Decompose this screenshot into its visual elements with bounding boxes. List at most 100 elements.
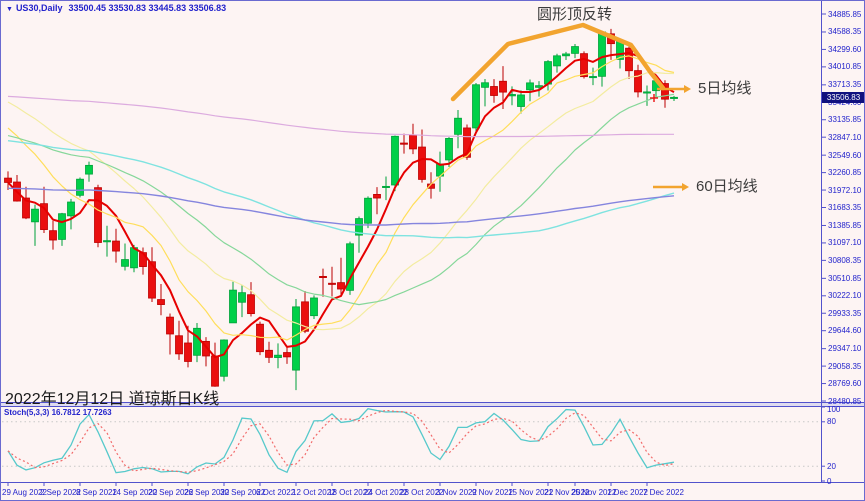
price-scale-label: 29347.10 (828, 344, 862, 354)
candle-body (328, 282, 336, 285)
candle-body (103, 240, 111, 243)
time-scale-label: 15 Nov 2022 (508, 488, 554, 497)
candle-body (526, 82, 534, 91)
time-scale-label: 8 Sep 2022 (76, 488, 117, 497)
price-scale-label: 30222.10 (828, 291, 862, 301)
candle-body (40, 203, 48, 230)
candle-body (562, 53, 570, 57)
price-scale-label: 31972.10 (828, 185, 862, 195)
candle-body (499, 80, 507, 93)
candle-body (274, 354, 282, 358)
time-scale-label: 7 Dec 2022 (643, 488, 684, 497)
ma-line-ma30 (7, 93, 675, 306)
annotation-rounded-top-line-label[interactable]: 圆形顶反转 (537, 6, 613, 23)
candle-body (580, 53, 588, 78)
time-scale-label: 26 Sep 2022 (184, 488, 230, 497)
stochastic-layer (2, 407, 820, 475)
candle-body (184, 342, 192, 362)
time-scale-label: 24 Oct 2022 (364, 488, 408, 497)
ma-line-ma100 (7, 187, 675, 226)
stoch-scale-label: 100 (827, 405, 841, 414)
candle-body (364, 197, 372, 224)
price-scale-label: 31097.10 (828, 238, 862, 248)
candle-body (292, 306, 300, 371)
time-scale-label: 6 Oct 2022 (256, 488, 296, 497)
symbol-dropdown-icon[interactable]: ▼ (6, 6, 13, 13)
candle-body (94, 187, 102, 243)
candle-body (589, 76, 597, 79)
candle-body (319, 276, 327, 279)
price-scale-label: 32260.85 (828, 168, 862, 178)
candle-body (517, 94, 525, 107)
candle-body (202, 340, 210, 357)
annotation-ma60-arrow-head[interactable] (682, 183, 689, 191)
ma-line-ma10 (7, 55, 675, 341)
time-scale-label: 1 Dec 2022 (607, 488, 648, 497)
time-scale-label: 30 Sep 2022 (220, 488, 266, 497)
candle-body (391, 135, 399, 186)
candle-body (454, 117, 462, 135)
candle-body (148, 261, 156, 299)
candle-body (229, 289, 237, 324)
candle-body (598, 31, 606, 77)
candle-body (553, 55, 561, 67)
candle-body (301, 301, 309, 332)
time-scale-label: 18 Oct 2022 (328, 488, 372, 497)
candle-body (67, 201, 75, 217)
price-axis[interactable] (821, 1, 864, 482)
symbol-timeframe: US30,Daily (15, 3, 63, 13)
candle-body (634, 70, 642, 93)
candle-body (409, 134, 417, 150)
time-scale-label: 28 Oct 2022 (400, 488, 444, 497)
time-scale-label: 12 Oct 2022 (292, 488, 336, 497)
candle-body (571, 46, 579, 54)
candle-body (193, 327, 201, 356)
candle-body (445, 137, 453, 161)
annotation-ma60-arrow-label[interactable]: 60日均线 (696, 178, 758, 195)
candle-body (211, 355, 219, 387)
time-axis[interactable] (1, 483, 864, 500)
price-scale-label: 28480.85 (828, 396, 862, 406)
candle-body (418, 146, 426, 180)
stochastic-label: Stoch(5,3,3) 16.7812 17.7263 (4, 408, 112, 417)
candle-body (382, 185, 390, 188)
price-scale-label: 32549.60 (828, 150, 862, 160)
stoch-scale-label: 0 (827, 476, 832, 486)
candle-body (463, 127, 471, 158)
time-scale-label: 25 Nov 2022 (571, 488, 617, 497)
price-scale-label: 33713.35 (828, 80, 862, 90)
time-scale-label: 2 Sep 2022 (40, 488, 81, 497)
price-scale-label: 34010.85 (828, 62, 862, 72)
time-scale-label: 21 Nov 2022 (544, 488, 590, 497)
candle-body (535, 85, 543, 88)
annotation-rounded-top-line[interactable] (450, 22, 666, 102)
price-scale-label: 31385.85 (828, 220, 862, 230)
annotation-ma5-arrow-label[interactable]: 5日均线 (698, 80, 752, 97)
candle-body (355, 218, 363, 236)
price-scale-label: 32847.10 (828, 132, 862, 142)
candle-body (481, 82, 489, 88)
annotations-layer[interactable] (450, 22, 691, 191)
price-scale-label: 29644.60 (828, 326, 862, 336)
candles-layer (4, 28, 678, 391)
candle-body (85, 164, 93, 175)
chart-title: ▼ US30,Daily 33500.45 33530.83 33445.83 33… (6, 3, 226, 13)
ma-line-ma20 (7, 71, 675, 331)
annotation-ma5-arrow-head[interactable] (684, 85, 691, 93)
candle-body (337, 282, 345, 290)
candle-body (4, 177, 12, 183)
candle-body (400, 142, 408, 145)
candle-body (247, 294, 255, 315)
candle-body (49, 230, 57, 241)
candle-body (283, 352, 291, 358)
ma-line-ma60 (7, 140, 675, 239)
candle-body (175, 335, 183, 355)
stoch-d-line (7, 409, 675, 473)
time-scale-label: 14 Sep 2022 (112, 488, 158, 497)
price-scale-label: 34299.60 (828, 44, 862, 54)
price-scale-label: 34885.85 (828, 9, 862, 19)
candle-body (490, 86, 498, 96)
panel-separator[interactable] (1, 402, 865, 407)
